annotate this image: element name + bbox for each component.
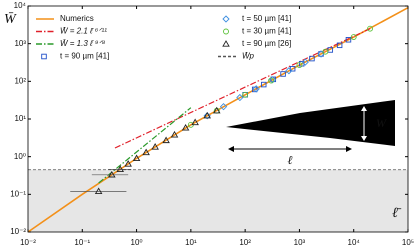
arrow-head bbox=[361, 136, 367, 141]
legend-label: W̄ = 1.3 ℓ̄ ⁹ᐟ⁸ bbox=[60, 39, 106, 48]
marker-square bbox=[345, 37, 352, 43]
y-axis-label: W̄ bbox=[4, 12, 17, 27]
legend-label: W̄p bbox=[242, 52, 255, 61]
marker-circle bbox=[367, 25, 374, 32]
marker-circle bbox=[322, 48, 329, 55]
legend-label: W̄ = 2.1 ℓ̄ ⁶ᐟ¹¹ bbox=[60, 27, 107, 36]
marker-square bbox=[327, 47, 334, 53]
x-tick-label: 10⁰ bbox=[131, 238, 143, 247]
marker-triangle bbox=[191, 118, 199, 126]
x-tick-label: 10⁴ bbox=[348, 238, 361, 247]
legend-label: t = 90 µm [26] bbox=[242, 39, 291, 48]
marker-diamond bbox=[203, 112, 211, 120]
wedge bbox=[226, 100, 395, 146]
marker-diamond bbox=[236, 93, 244, 102]
y-tick-label: 10⁰ bbox=[14, 152, 26, 161]
plot-frame bbox=[27, 5, 409, 233]
legend-label: t = 90 µm [41] bbox=[60, 52, 109, 61]
marker-square bbox=[309, 55, 315, 62]
x-tick-label: 10¹ bbox=[185, 238, 197, 247]
x-tick-label: 10⁻² bbox=[20, 238, 36, 247]
marker-triangle bbox=[124, 160, 132, 167]
x-tick-label: 10⁻¹ bbox=[74, 238, 90, 247]
y-tick-label: 10⁴ bbox=[14, 1, 27, 10]
y-tick-label: 10⁻² bbox=[10, 227, 26, 236]
y-tick-label: 10² bbox=[14, 76, 26, 85]
marker-diamond bbox=[301, 58, 309, 66]
y-tick-label: 10¹ bbox=[14, 114, 26, 123]
marker-diamond bbox=[285, 67, 293, 75]
marker-circle bbox=[242, 91, 249, 98]
legend-label: Numerics bbox=[60, 14, 94, 23]
inset-label: W bbox=[376, 116, 387, 130]
marker-triangle bbox=[108, 170, 116, 178]
arrow-head bbox=[228, 146, 234, 152]
x-tick-label: 10² bbox=[239, 238, 251, 247]
x-tick-label: 10⁵ bbox=[402, 238, 414, 247]
marker-circle bbox=[296, 62, 303, 69]
marker-triangle bbox=[116, 165, 125, 173]
marker-square bbox=[318, 51, 324, 57]
x-axis-label: ℓ̄ bbox=[392, 206, 402, 221]
marker-circle bbox=[350, 34, 357, 40]
y-tick-label: 10⁻¹ bbox=[10, 189, 26, 198]
arrow-head bbox=[361, 106, 367, 111]
marker-square bbox=[260, 81, 267, 88]
marker-triangle bbox=[94, 187, 103, 195]
marker-triangle bbox=[132, 154, 141, 162]
inset-label: ℓ bbox=[288, 153, 293, 167]
marker-square bbox=[41, 53, 47, 60]
marker-triangle bbox=[222, 40, 230, 47]
x-tick-label: 10³ bbox=[294, 238, 306, 247]
marker-triangle bbox=[142, 148, 150, 156]
arrow-head bbox=[346, 146, 352, 152]
marker-diamond bbox=[219, 102, 228, 111]
marker-triangle bbox=[181, 124, 190, 131]
marker-square bbox=[336, 42, 343, 49]
marker-triangle bbox=[151, 143, 159, 150]
legend-label: t = 30 µm [41] bbox=[242, 27, 291, 36]
marker-diamond bbox=[222, 15, 230, 23]
marker-triangle bbox=[212, 106, 221, 114]
marker-square bbox=[280, 71, 286, 77]
marker-circle bbox=[223, 28, 229, 35]
legend-label: t = 50 µm [41] bbox=[242, 14, 291, 23]
y-tick-label: 10³ bbox=[14, 39, 26, 48]
shaded-region bbox=[28, 169, 408, 232]
marker-diamond bbox=[252, 85, 260, 93]
inset: W ℓ bbox=[226, 100, 395, 167]
line bbox=[98, 107, 192, 184]
marker-triangle bbox=[170, 130, 179, 138]
marker-circle bbox=[268, 77, 274, 84]
marker-triangle bbox=[162, 136, 170, 144]
marker-triangle bbox=[203, 111, 211, 119]
